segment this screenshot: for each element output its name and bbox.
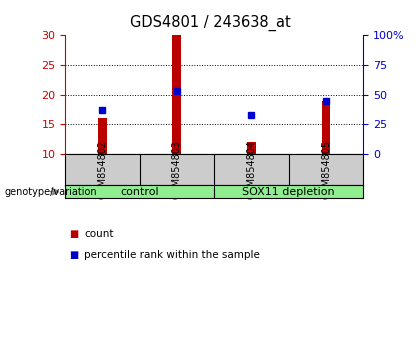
Text: count: count [84,229,113,239]
Text: GSM854803: GSM854803 [172,140,182,199]
Text: genotype/variation: genotype/variation [4,187,97,196]
Text: GSM854802: GSM854802 [97,140,108,199]
Text: ■: ■ [69,229,79,239]
Bar [322,101,331,154]
Bar [98,119,107,154]
Text: ■: ■ [69,250,79,260]
Text: GSM854804: GSM854804 [247,140,257,199]
Text: SOX11 depletion: SOX11 depletion [242,187,335,196]
Text: GDS4801 / 243638_at: GDS4801 / 243638_at [130,15,290,31]
Text: percentile rank within the sample: percentile rank within the sample [84,250,260,260]
Bar [173,35,181,154]
Text: GSM854805: GSM854805 [321,140,331,199]
Text: control: control [121,187,159,196]
Bar [247,142,256,154]
